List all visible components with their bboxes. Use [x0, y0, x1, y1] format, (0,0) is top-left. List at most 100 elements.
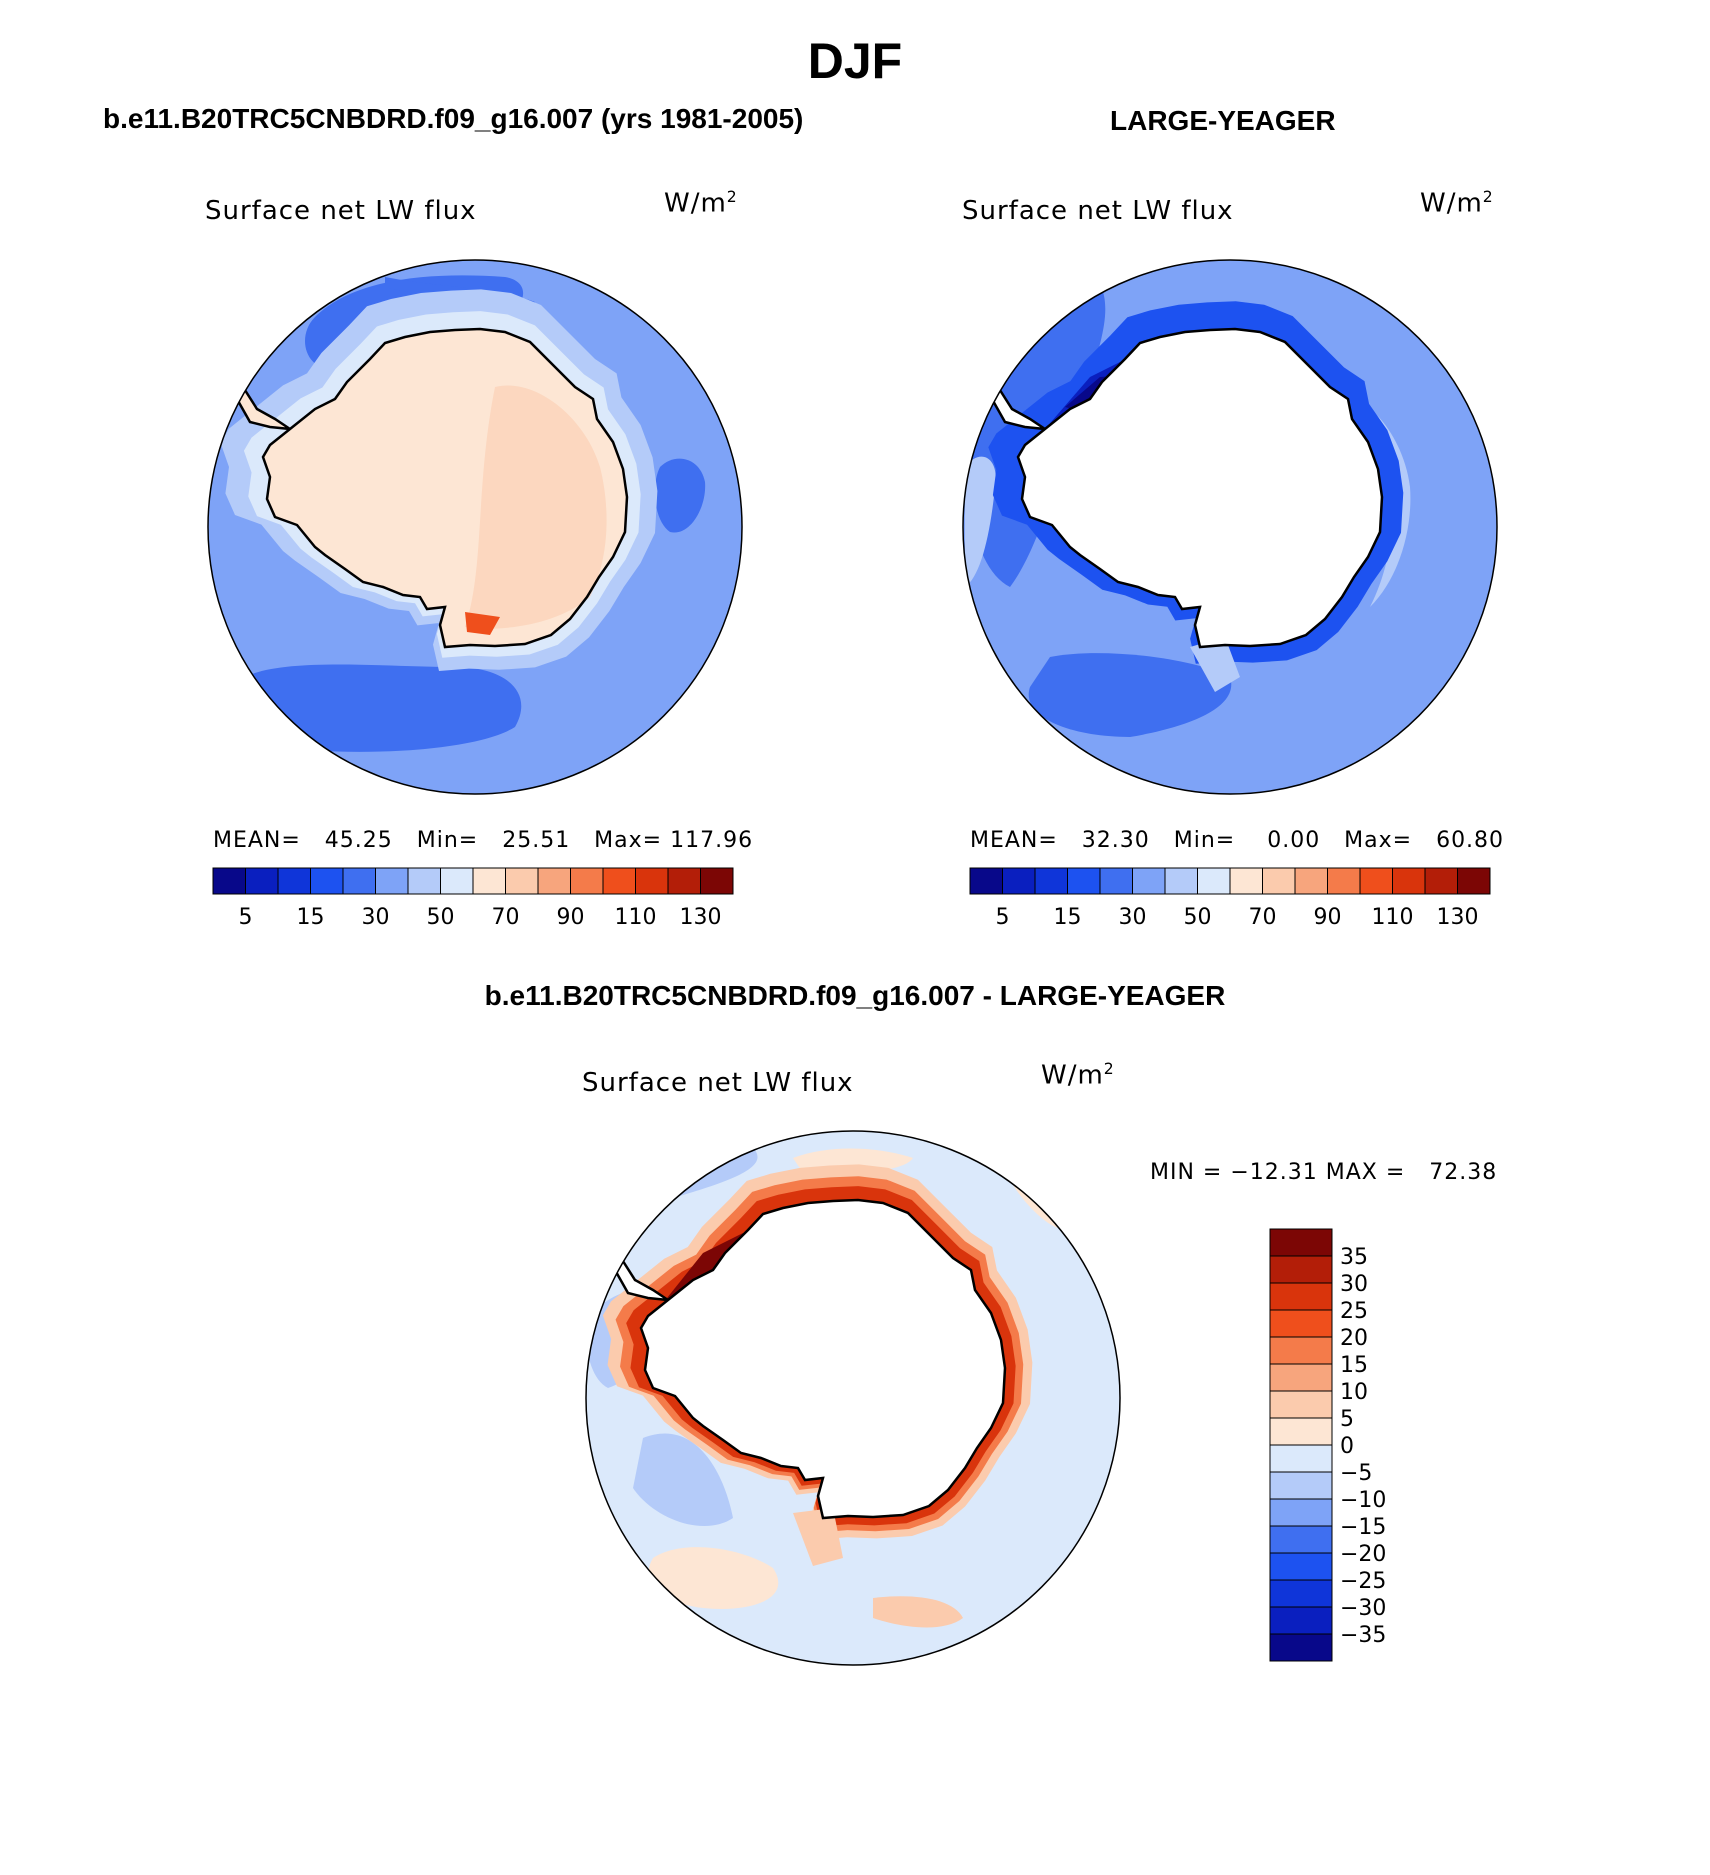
obs-panel-title: LARGE-YEAGER	[1110, 105, 1336, 136]
obs-colorbar-box	[1132, 867, 1166, 895]
model-colorbar-box	[212, 867, 246, 895]
obs-colorbar-box	[1067, 867, 1101, 895]
diff-colorbar-tick-label: −15	[1340, 1515, 1386, 1540]
model-colorbar-box	[440, 867, 474, 895]
diff-colorbar-box	[1269, 1525, 1333, 1554]
model-colorbar-box	[310, 867, 344, 895]
obs-colorbar-box	[1099, 867, 1133, 895]
diff-colorbar-box	[1269, 1444, 1333, 1473]
diff-colorbar-tick-label: 5	[1340, 1407, 1354, 1432]
diff-colorbar-tick-label: −25	[1340, 1569, 1386, 1594]
obs-colorbar-tick-label: 90	[1314, 905, 1342, 930]
diff-units-exp: 2	[1103, 1060, 1115, 1078]
diff-colorbar-box	[1269, 1633, 1333, 1662]
obs-stats: MEAN= 32.30 Min= 0.00 Max= 60.80	[970, 828, 1505, 853]
obs-colorbar-box	[1229, 867, 1263, 895]
model-units-base: W/m	[664, 188, 727, 219]
obs-colorbar-tick-label: 15	[1054, 905, 1082, 930]
obs-units-label: W/m2	[1420, 188, 1494, 219]
model-colorbar-box	[407, 867, 441, 895]
obs-colorbar-box	[1262, 867, 1296, 895]
model-units-label: W/m2	[664, 188, 738, 219]
obs-units-exp: 2	[1482, 188, 1494, 206]
obs-colorbar-tick-label: 130	[1437, 905, 1479, 930]
model-colorbar: 5 15 30 50 70 90 110 130	[212, 867, 734, 930]
obs-colorbar-tick-label: 30	[1119, 905, 1147, 930]
diff-panel-title: b.e11.B20TRC5CNBDRD.f09_g16.007 - LARGE-…	[484, 980, 1226, 1011]
model-colorbar-box	[505, 867, 539, 895]
model-stats: MEAN= 45.25 Min= 25.51 Max= 117.96	[213, 828, 754, 853]
obs-colorbar-box	[1034, 867, 1068, 895]
model-colorbar-box	[342, 867, 376, 895]
model-colorbar-box	[472, 867, 506, 895]
diff-colorbar-box	[1269, 1309, 1333, 1338]
model-colorbar-box	[277, 867, 311, 895]
model-colorbar-box	[570, 867, 604, 895]
model-units-exp: 2	[726, 188, 738, 206]
model-colorbar-tick-label: 30	[362, 905, 390, 930]
diff-map	[586, 1131, 1120, 1665]
diff-variable-label: Surface net LW flux	[582, 1068, 854, 1098]
diff-colorbar-tick-label: −35	[1340, 1623, 1386, 1648]
obs-colorbar-tick-label: 110	[1372, 905, 1414, 930]
obs-colorbar-box	[1424, 867, 1458, 895]
diff-colorbar-tick-label: −5	[1340, 1461, 1372, 1486]
diff-colorbar-box	[1269, 1282, 1333, 1311]
model-map	[208, 260, 742, 794]
model-colorbar-box	[667, 867, 701, 895]
obs-map	[963, 260, 1497, 794]
season-title: DJF	[807, 33, 903, 89]
diff-colorbar-box	[1269, 1336, 1333, 1365]
model-colorbar-box	[375, 867, 409, 895]
diff-colorbar-box	[1269, 1255, 1333, 1284]
obs-colorbar-box	[1359, 867, 1393, 895]
model-variable-label: Surface net LW flux	[205, 196, 477, 226]
diff-colorbar-box	[1269, 1471, 1333, 1500]
obs-colorbar-box	[1002, 867, 1036, 895]
obs-colorbar-box	[1197, 867, 1231, 895]
diff-colorbar-box	[1269, 1552, 1333, 1581]
diff-colorbar-box	[1269, 1363, 1333, 1392]
obs-colorbar-box	[1457, 867, 1491, 895]
diff-colorbar-tick-label: 20	[1340, 1326, 1368, 1351]
diff-colorbar-tick-label: 35	[1340, 1245, 1368, 1270]
diff-colorbar-box	[1269, 1390, 1333, 1419]
diff-colorbar-tick-label: 25	[1340, 1299, 1368, 1324]
obs-colorbar-tick-label: 70	[1249, 905, 1277, 930]
model-colorbar-tick-label: 50	[427, 905, 455, 930]
diff-colorbar-tick-label: −20	[1340, 1542, 1386, 1567]
model-colorbar-tick-label: 70	[492, 905, 520, 930]
model-colorbar-box	[537, 867, 571, 895]
model-colorbar-tick-label: 90	[557, 905, 585, 930]
diff-units-base: W/m	[1041, 1060, 1104, 1091]
model-colorbar-box	[245, 867, 279, 895]
diff-colorbar-box	[1269, 1228, 1333, 1257]
diff-colorbar-box	[1269, 1606, 1333, 1635]
obs-units-base: W/m	[1420, 188, 1483, 219]
obs-colorbar-tick-label: 5	[996, 905, 1010, 930]
diff-colorbar-box	[1269, 1498, 1333, 1527]
obs-colorbar-box	[969, 867, 1003, 895]
model-colorbar-tick-label: 15	[297, 905, 325, 930]
model-colorbar-box	[635, 867, 669, 895]
model-panel-title: b.e11.B20TRC5CNBDRD.f09_g16.007 (yrs 198…	[103, 103, 804, 134]
obs-colorbar-box	[1392, 867, 1426, 895]
diff-units-label: W/m2	[1041, 1060, 1115, 1091]
diff-colorbar-box	[1269, 1417, 1333, 1446]
model-colorbar-tick-label: 110	[615, 905, 657, 930]
diff-colorbar-tick-label: 0	[1340, 1434, 1354, 1459]
obs-colorbar-box	[1164, 867, 1198, 895]
model-colorbar-tick-label: 5	[239, 905, 253, 930]
diff-colorbar-box	[1269, 1579, 1333, 1608]
diff-colorbar-tick-label: −30	[1340, 1596, 1386, 1621]
obs-colorbar: 5 15 30 50 70 90 110 130	[969, 867, 1491, 930]
obs-colorbar-box	[1294, 867, 1328, 895]
diff-stats: MIN = −12.31 MAX = 72.38	[1150, 1160, 1498, 1185]
diff-colorbar-tick-label: 10	[1340, 1380, 1368, 1405]
diff-colorbar-tick-label: 30	[1340, 1272, 1368, 1297]
model-colorbar-tick-label: 130	[680, 905, 722, 930]
diff-colorbar-tick-label: 15	[1340, 1353, 1368, 1378]
model-colorbar-box	[602, 867, 636, 895]
